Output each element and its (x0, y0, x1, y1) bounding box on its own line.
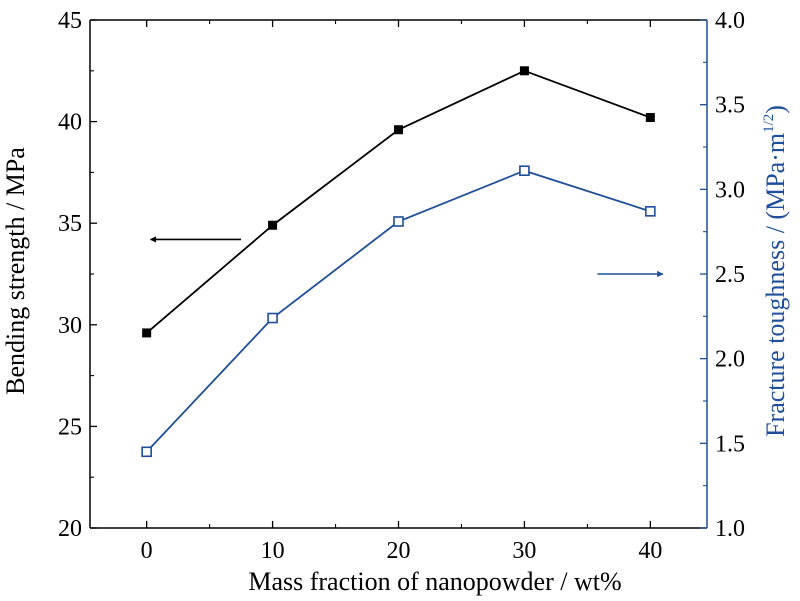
x-tick-label: 0 (141, 538, 153, 564)
y-left-tick-label: 25 (58, 414, 82, 440)
data-point-right (645, 206, 656, 217)
y-right-tick-label: 1.0 (715, 516, 745, 542)
y-left-axis-label: Bending strength / MPa (1, 147, 30, 395)
y-right-tick-label: 1.5 (715, 431, 745, 457)
x-axis-label: Mass fraction of nanopowder / wt% (248, 567, 621, 596)
y-right-label-main: Fracture toughness / (MPa·m (761, 133, 790, 437)
data-point-right (519, 165, 530, 177)
data-point-right (267, 312, 278, 324)
series-line-left (146, 69, 651, 334)
y-left-tick-label: 45 (58, 8, 82, 34)
y-right-tick-label: 3.0 (715, 177, 745, 203)
x-tick-label: 20 (387, 538, 411, 564)
x-tick-label: 10 (261, 538, 285, 564)
data-point-left (142, 328, 152, 338)
data-point-right (393, 216, 404, 227)
y-right-label-close: ) (761, 105, 790, 114)
y-left-tick-label: 30 (58, 313, 82, 339)
x-tick-label: 30 (512, 538, 536, 564)
y-right-tick-label: 3.5 (715, 93, 745, 119)
y-right-tick-label: 2.0 (715, 347, 745, 373)
y-left-tick-label: 35 (58, 211, 82, 237)
y-right-axis-label: Fracture toughness / (MPa·m1/2) (761, 105, 790, 437)
annotation-arrows (149, 236, 664, 278)
data-point-left (645, 113, 655, 123)
x-tick-label: 40 (638, 538, 662, 564)
data-point-left (394, 125, 403, 135)
data-point-left (519, 66, 529, 76)
data-point-left (268, 220, 278, 230)
axes-frame (89, 19, 708, 529)
y-right-tick-label: 2.5 (715, 262, 745, 288)
y-right-label-sup: 1/2 (761, 114, 777, 133)
series-line-right (146, 169, 651, 453)
y-left-tick-label: 20 (58, 516, 82, 542)
data-point-right (141, 446, 152, 458)
series-markers (141, 66, 656, 458)
y-right-tick-label: 4.0 (715, 8, 745, 34)
y-left-tick-label: 40 (58, 110, 82, 136)
tick-labels: 0 10 20 30 40 20 25 30 35 40 45 1.0 1.5 2.0 2.5 3.0 3.5 4… (58, 8, 745, 564)
